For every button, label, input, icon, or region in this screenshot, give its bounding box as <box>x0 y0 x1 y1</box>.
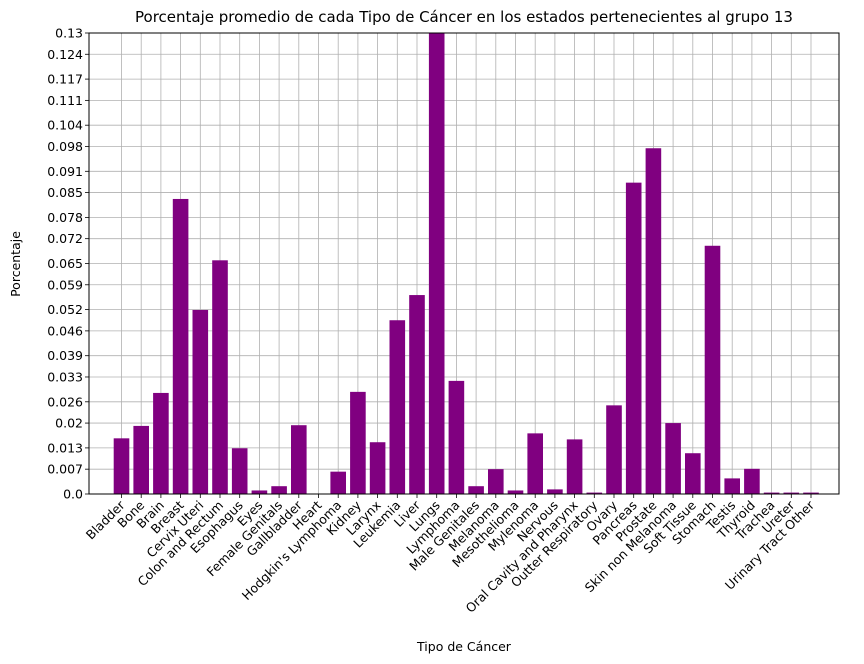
bar-trachea <box>763 492 780 494</box>
y-tick-label: 0.117 <box>47 72 83 87</box>
bar-nervous <box>547 489 563 494</box>
x-axis-label: Tipo de Cáncer <box>416 639 512 654</box>
bar-melanoma <box>488 469 504 494</box>
bar-gallbladder <box>291 425 307 494</box>
bar-bone <box>133 425 149 494</box>
bar-ovary <box>606 405 622 494</box>
bar-ureter <box>783 492 800 494</box>
bar-soft-tissue <box>685 453 701 494</box>
y-tick-label: 0.013 <box>47 440 83 455</box>
y-tick-label: 0.085 <box>47 185 83 200</box>
bar-breast <box>172 198 189 494</box>
bar-hodgkin-s-lymphoma <box>330 471 346 494</box>
bar-outter-respiratory <box>586 492 603 494</box>
y-tick-label: 0.052 <box>47 302 83 317</box>
bar-brain <box>153 392 169 494</box>
y-tick-label: 0.059 <box>47 277 83 292</box>
bar-larynx <box>369 442 386 494</box>
y-tick-label: 0.111 <box>47 93 83 108</box>
bar-mesothelioma <box>507 490 524 494</box>
bars <box>113 33 819 494</box>
y-tick-label: 0.078 <box>47 210 83 225</box>
y-tick-label: 0.0 <box>63 487 83 502</box>
bar-male-genitales <box>468 486 484 494</box>
y-tick-label: 0.026 <box>47 394 83 409</box>
bar-testis <box>724 478 740 494</box>
bar-eyes <box>251 490 268 494</box>
y-tick-label: 0.02 <box>55 416 83 431</box>
bar-urinary-tract-other <box>803 492 819 494</box>
bar-lungs <box>428 33 445 494</box>
y-axis-ticks: 0.0 0.007 0.013 0.02 0.026 0.033 0.039 0.046 0.0… <box>47 26 89 502</box>
y-tick-label: 0.046 <box>47 323 83 338</box>
y-tick-label: 0.033 <box>47 369 83 384</box>
bar-skin-non-melanoma <box>665 423 681 494</box>
bar-thyroid <box>744 468 760 494</box>
y-tick-label: 0.124 <box>47 47 83 62</box>
y-axis-label: Porcentaje <box>8 231 23 297</box>
bar-oral-cavity-and-pharynx <box>566 439 583 494</box>
y-tick-label: 0.065 <box>47 256 83 271</box>
bar-liver <box>409 295 425 494</box>
bar-kidney <box>350 391 366 494</box>
y-tick-label: 0.039 <box>47 348 83 363</box>
bar-colon-and-rectum <box>212 260 228 494</box>
bar-cervix-uteri <box>192 309 209 494</box>
bar-stomach <box>704 245 721 494</box>
y-tick-label: 0.072 <box>47 231 83 246</box>
y-tick-label: 0.104 <box>47 118 83 133</box>
y-tick-label: 0.13 <box>55 26 83 41</box>
bar-prostate <box>645 148 662 494</box>
bar-bladder <box>113 438 130 494</box>
y-tick-label: 0.091 <box>47 164 83 179</box>
chart-title: Porcentaje promedio de cada Tipo de Cánc… <box>135 8 793 26</box>
bar-mylenoma <box>527 433 543 494</box>
bar-lymphoma <box>448 380 465 494</box>
y-tick-label: 0.007 <box>47 462 83 477</box>
bar-female-genitals <box>271 486 287 494</box>
bar-leukemia <box>389 320 406 494</box>
bar-esophagus <box>231 448 248 494</box>
bar-pancreas <box>625 182 642 494</box>
y-tick-label: 0.098 <box>47 139 83 154</box>
